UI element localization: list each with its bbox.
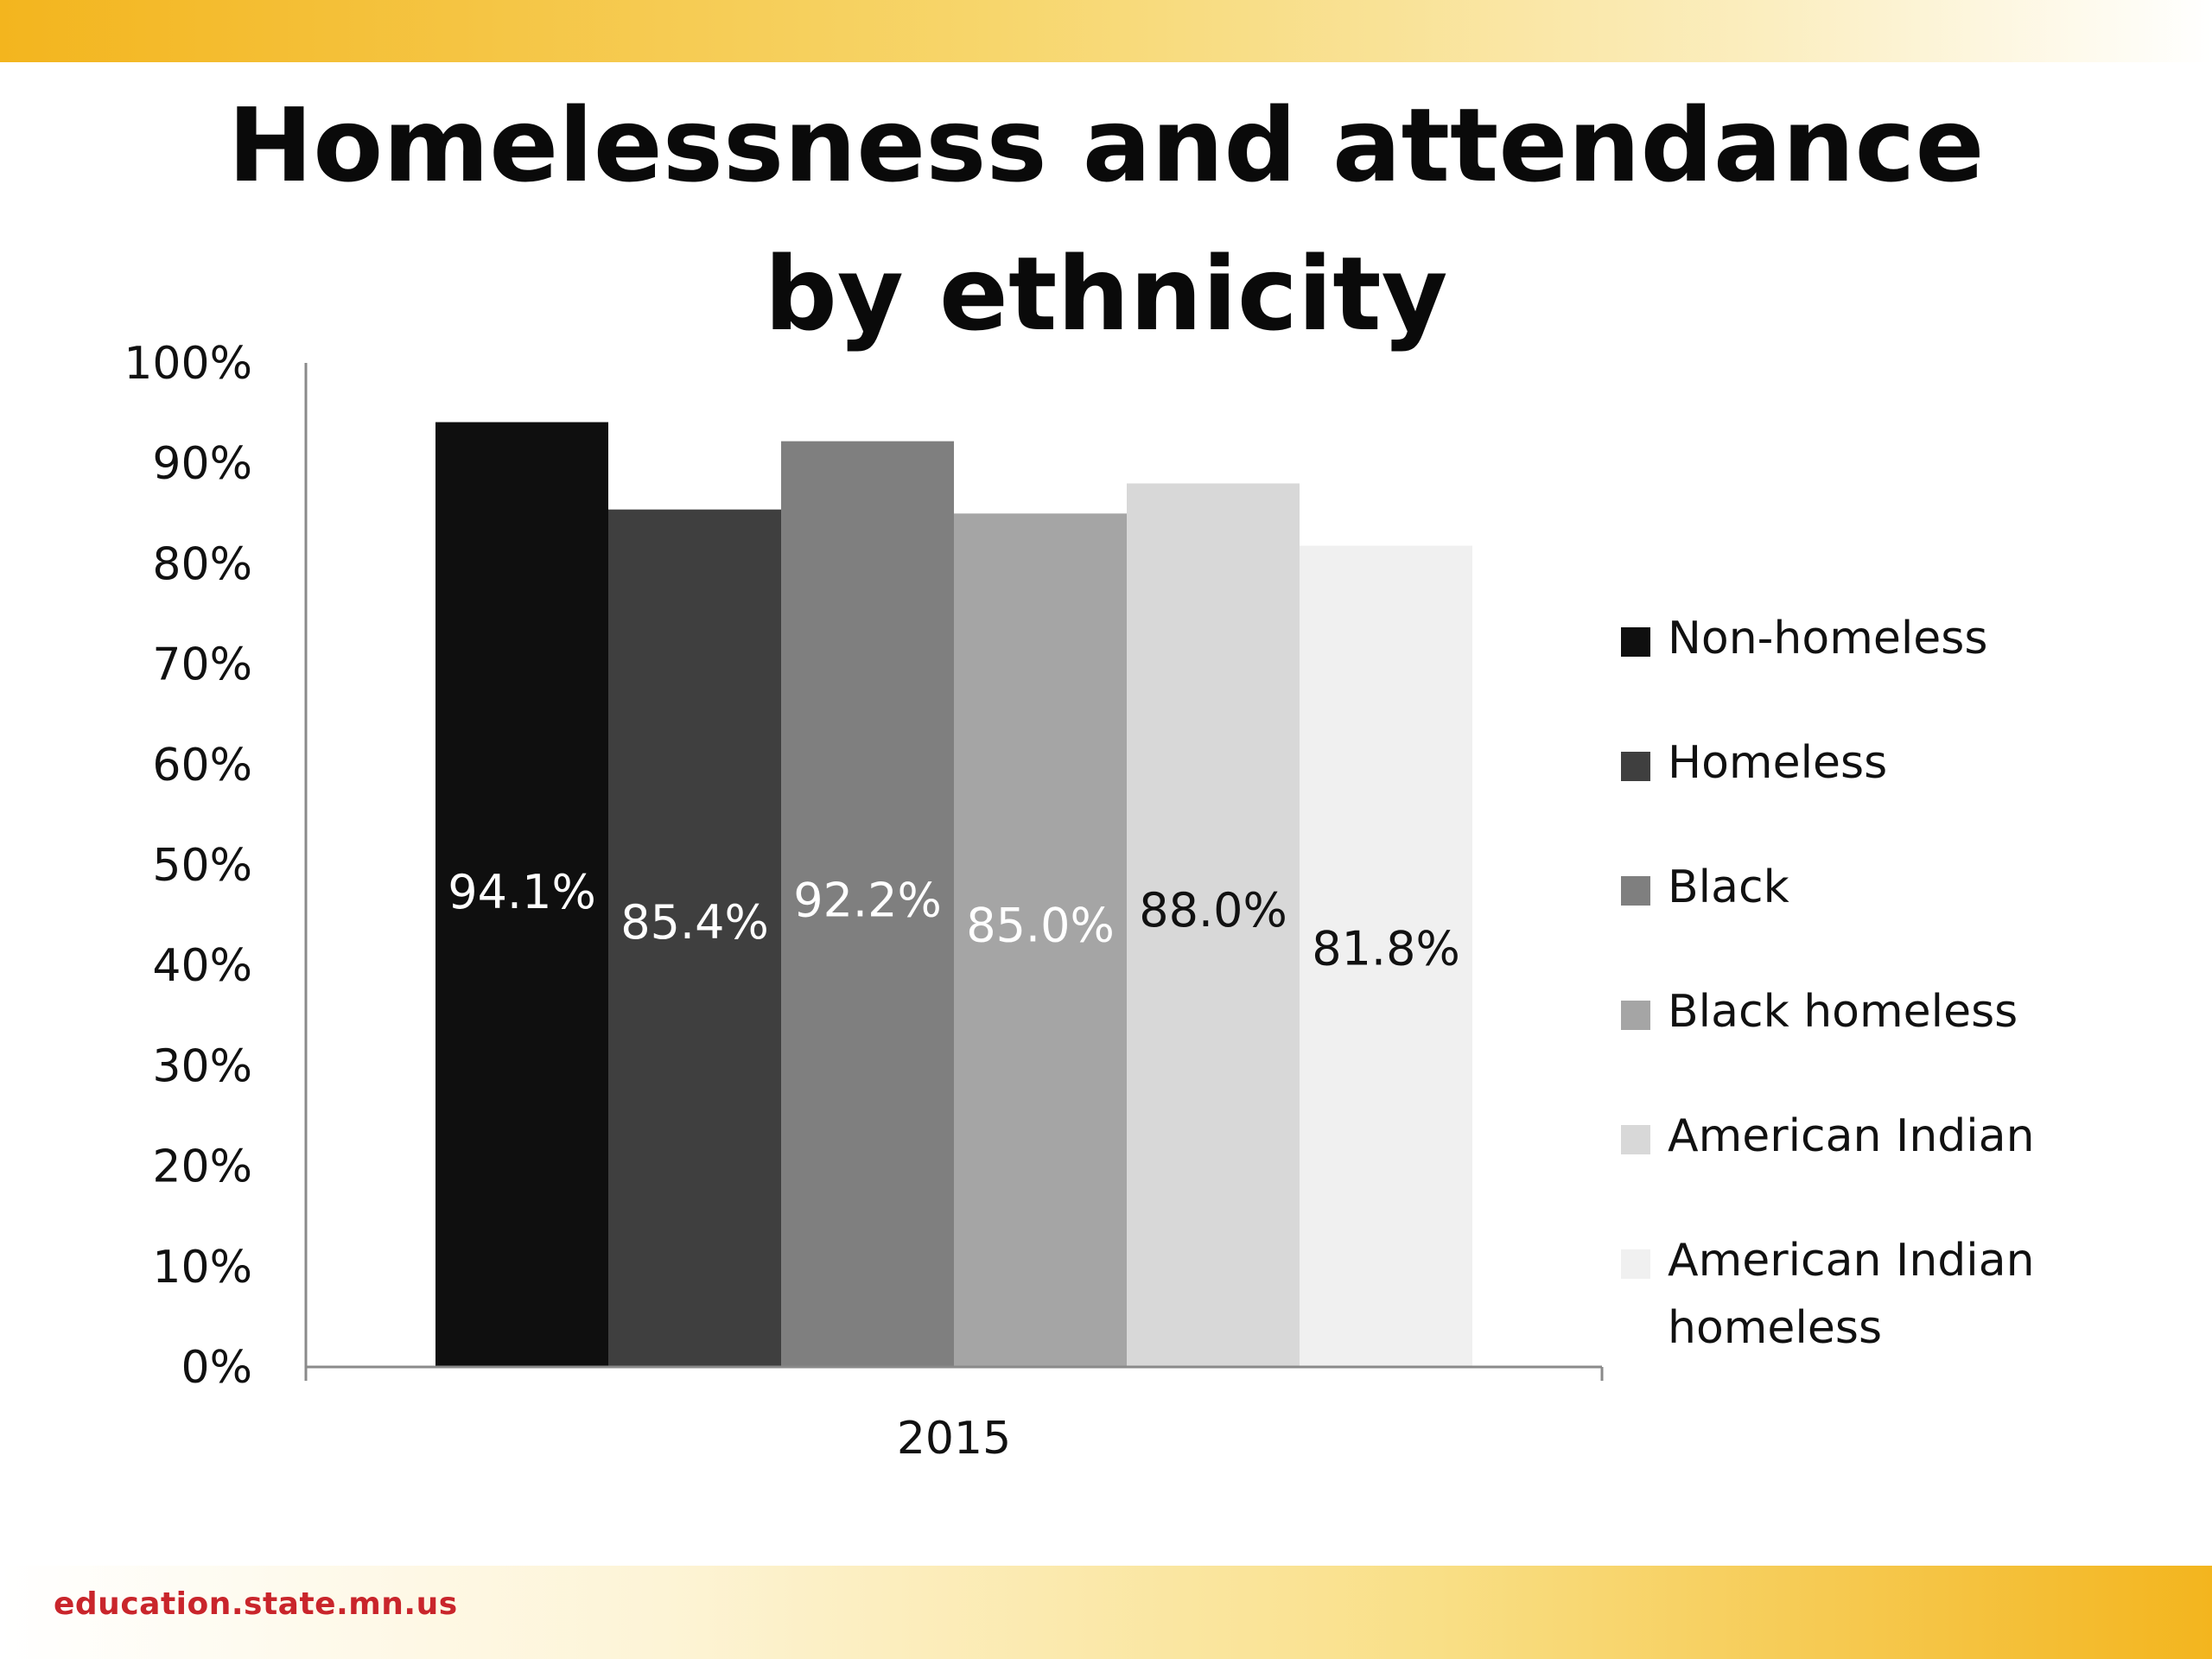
top-accent-band bbox=[0, 0, 2212, 62]
data-label: 88.0% bbox=[1139, 883, 1287, 938]
y-tick-label: 50% bbox=[152, 840, 252, 892]
legend-label: American Indian bbox=[1668, 1110, 2035, 1162]
y-tick-label: 90% bbox=[152, 438, 252, 490]
bottom-accent-band bbox=[0, 1566, 2212, 1659]
legend-label: Black homeless bbox=[1668, 986, 2018, 1038]
data-label: 85.0% bbox=[966, 899, 1115, 953]
data-label: 92.2% bbox=[793, 874, 942, 928]
y-tick-label: 40% bbox=[152, 940, 252, 992]
x-axis-categories: 2015 bbox=[897, 1367, 1604, 1465]
legend-label: American Indian homeless bbox=[1668, 1235, 2035, 1354]
bar-non-homeless bbox=[435, 422, 608, 1368]
legend-item: American Indian homeless bbox=[1621, 1227, 2191, 1354]
bar-american-indian-homeless bbox=[1300, 545, 1472, 1367]
bar-american-indian bbox=[1127, 483, 1300, 1367]
data-label: 85.4% bbox=[620, 895, 769, 950]
legend-swatch bbox=[1621, 1125, 1650, 1154]
legend-swatch bbox=[1621, 1001, 1650, 1030]
footer-url: education.state.mn.us bbox=[54, 1586, 458, 1622]
y-tick-label: 60% bbox=[152, 740, 252, 791]
legend-item: Homeless bbox=[1621, 729, 2191, 854]
legend-swatch bbox=[1621, 752, 1650, 781]
data-label: 81.8% bbox=[1312, 921, 1460, 976]
legend-label: Homeless bbox=[1668, 737, 1888, 789]
y-tick-label: 70% bbox=[152, 639, 252, 691]
y-tick-label: 10% bbox=[152, 1242, 252, 1294]
y-tick-label: 30% bbox=[152, 1040, 252, 1092]
legend-item: Black bbox=[1621, 854, 2191, 978]
data-labels: 94.1% 85.4% 92.2% 85.0% 88.0% 81.8% bbox=[448, 865, 1460, 976]
bar-homeless bbox=[608, 509, 781, 1367]
x-category-label: 2015 bbox=[897, 1413, 1011, 1465]
bar-black bbox=[781, 441, 954, 1367]
legend-swatch bbox=[1621, 627, 1650, 657]
legend-item: American Indian bbox=[1621, 1103, 2191, 1227]
legend-swatch bbox=[1621, 1249, 1650, 1279]
y-tick-label: 0% bbox=[181, 1342, 253, 1394]
y-tick-label: 80% bbox=[152, 538, 252, 590]
legend-item: Non-homeless bbox=[1621, 605, 2191, 729]
bars bbox=[435, 422, 1472, 1368]
legend-item: Black homeless bbox=[1621, 978, 2191, 1103]
y-axis-ticks: 0% 10% 20% 30% 40% 50% 60% 70% 80% 90% 100% bbox=[124, 338, 252, 1394]
y-tick-label: 100% bbox=[124, 338, 252, 390]
legend-label: Black bbox=[1668, 861, 1789, 913]
legend-label: Non-homeless bbox=[1668, 613, 1988, 664]
slide-title: Homelessness and attendance by ethnicity bbox=[227, 86, 1985, 353]
data-label: 94.1% bbox=[448, 865, 596, 919]
y-tick-label: 20% bbox=[152, 1141, 252, 1193]
chart-legend: Non-homeless Homeless Black Black homeless A… bbox=[1621, 605, 2191, 1354]
legend-swatch bbox=[1621, 876, 1650, 906]
bar-black-homeless bbox=[954, 513, 1127, 1367]
